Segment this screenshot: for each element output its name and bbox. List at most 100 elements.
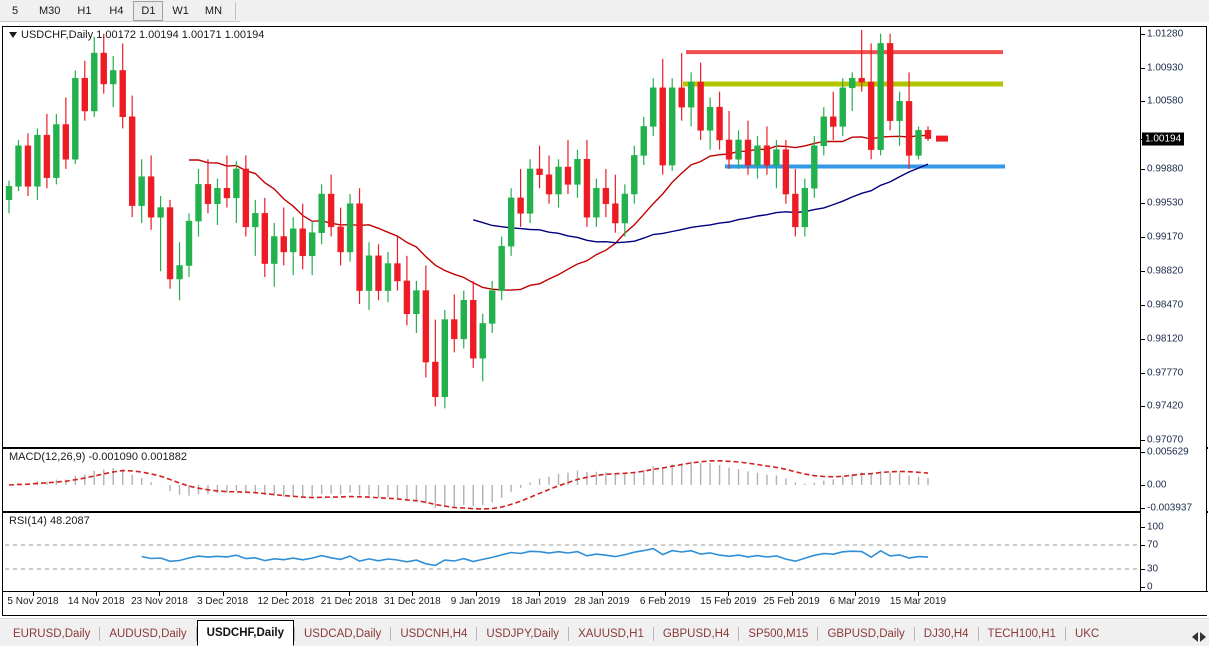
chart-header-text: USDCHF,Daily 1.00172 1.00194 1.00171 1.0… [21, 29, 265, 41]
date-axis-label: 6 Feb 2019 [639, 596, 691, 607]
price-scale-label: 0.98470 [1147, 299, 1184, 311]
price-scale-label: 1.00930 [1147, 62, 1184, 74]
chart-tab-eurusd-daily[interactable]: EURUSD,Daily [13, 628, 91, 640]
rsi-scale-label: 30 [1147, 563, 1159, 575]
scale-tick [1141, 452, 1145, 453]
price-scale-label: 0.97420 [1147, 400, 1184, 412]
rsi-scale-label: 70 [1147, 539, 1159, 551]
toolbar-divider [235, 1, 237, 20]
chart-tab-usdchf-daily[interactable]: USDCHF,Daily [196, 620, 294, 646]
scroll-right-icon[interactable] [1200, 632, 1206, 642]
scale-tick [1141, 508, 1145, 509]
rsi-line [141, 547, 929, 567]
candlestick-series [5, 29, 932, 409]
scale-tick [1141, 202, 1145, 204]
scale-tick [1141, 569, 1145, 570]
scale-tick [1141, 338, 1145, 340]
chart-tab-usdcnh-h4[interactable]: USDCNH,H4 [400, 628, 468, 640]
chevron-down-icon[interactable] [9, 32, 17, 39]
date-axis-label: 14 Nov 2018 [67, 596, 125, 607]
timeframe-button-d1[interactable]: D1 [133, 0, 164, 21]
scale-tick [1141, 587, 1145, 588]
chart-tab-xauusd-h1[interactable]: XAUUSD,H1 [578, 628, 644, 640]
chart-tab-tech100-h1[interactable]: TECH100,H1 [987, 628, 1056, 640]
chart-tab-usdjpy-daily[interactable]: USDJPY,Daily [486, 628, 560, 640]
date-tick [601, 592, 603, 596]
scale-tick [1141, 372, 1145, 374]
price-plot [5, 29, 1005, 409]
rsi-scale-label: 100 [1147, 521, 1164, 533]
timeframe-button-mn[interactable]: MN [204, 4, 223, 17]
date-tick [665, 592, 667, 596]
timeframe-button-w1[interactable]: W1 [172, 4, 189, 17]
price-scale-label: 1.00580 [1147, 95, 1184, 107]
pane-separator-1b [3, 448, 1208, 449]
rsi-plot [5, 544, 1139, 570]
chart-tab-sp500-m15[interactable]: SP500,M15 [748, 628, 809, 640]
price-scale-label: 0.97770 [1147, 367, 1184, 379]
date-axis-label: 25 Feb 2019 [763, 596, 820, 607]
date-axis[interactable]: 5 Nov 2018 14 Nov 2018 23 Nov 2018 3 Dec 20… [3, 591, 1208, 615]
date-axis-label: 5 Nov 2018 [7, 596, 59, 607]
macd-scale-label: 0.005629 [1147, 446, 1189, 458]
tab-separator [390, 627, 392, 641]
chart-tab-ukc[interactable]: UKC [1074, 628, 1100, 640]
date-axis-label: 18 Jan 2019 [511, 596, 567, 607]
price-pane[interactable]: USDCHF,Daily 1.00172 1.00194 1.00171 1.0… [3, 27, 1141, 447]
price-scale-label: 0.98120 [1147, 333, 1184, 345]
tab-scroll-controls[interactable] [1192, 632, 1206, 642]
price-scale[interactable]: 1.01280 1.00930 1.00580 0.99880 0.99530 0.991… [1140, 27, 1206, 615]
tab-separator [817, 627, 819, 641]
rsi-pane[interactable]: RSI(14) 48.2087 [3, 513, 1141, 591]
date-axis-label: 31 Dec 2018 [383, 596, 441, 607]
chart-tab-bar[interactable]: EURUSD,Daily AUDUSD,Daily USDCHF,Daily USDC… [0, 618, 1209, 646]
date-tick [854, 592, 856, 596]
scale-tick [1141, 305, 1145, 307]
date-axis-label: 6 Mar 2019 [829, 596, 881, 607]
tab-separator [568, 627, 570, 641]
scale-tick [1141, 527, 1145, 528]
tab-separator [738, 627, 740, 641]
timeframe-toolbar: 5 M30 H1 H4 D1 W1 MN [0, 0, 1209, 22]
scale-tick [1141, 101, 1145, 103]
date-axis-label: 23 Nov 2018 [131, 596, 188, 607]
date-axis-label: 3 Dec 2018 [197, 596, 249, 607]
scroll-left-icon[interactable] [1192, 632, 1198, 642]
pane-separator-2b [3, 512, 1208, 513]
macd-signal-line [8, 459, 929, 510]
chart-tab-usdcad-daily[interactable]: USDCAD,Daily [303, 628, 382, 640]
chart-tab-gbpusd-daily[interactable]: GBPUSD,Daily [827, 628, 905, 640]
timeframe-button-h1[interactable]: H1 [77, 4, 92, 17]
date-tick [159, 592, 161, 596]
macd-title: MACD(12,26,9) -0.001090 0.001882 [9, 451, 187, 463]
scale-tick [1141, 67, 1145, 69]
date-tick [412, 592, 414, 596]
scale-tick [1141, 168, 1145, 170]
rsi-scale-label: 0 [1147, 581, 1153, 593]
chart-tab-audusd-daily[interactable]: AUDUSD,Daily [109, 628, 187, 640]
price-scale-label: 0.99880 [1147, 163, 1184, 175]
scale-tick [1141, 33, 1145, 35]
date-tick [728, 592, 730, 596]
date-axis-label: 12 Dec 2018 [257, 596, 315, 607]
scale-tick [1141, 545, 1145, 546]
tab-separator [99, 627, 101, 641]
timeframe-button-h4[interactable]: H4 [109, 4, 124, 17]
chart-area[interactable]: USDCHF,Daily 1.00172 1.00194 1.00171 1.0… [2, 26, 1208, 616]
tab-separator [476, 627, 478, 641]
chart-tab-gbpusd-h4[interactable]: GBPUSD,H4 [662, 628, 730, 640]
timeframe-button-m30[interactable]: M30 [39, 4, 61, 17]
current-price-marker [936, 135, 948, 142]
date-axis-label: 28 Jan 2019 [574, 596, 630, 607]
date-tick [222, 592, 224, 596]
chart-tab-dj30-h4[interactable]: DJ30,H4 [923, 628, 969, 640]
moving-average-slow [473, 163, 929, 244]
date-tick [33, 592, 34, 596]
date-tick [349, 592, 351, 596]
macd-histogram [17, 461, 929, 508]
macd-pane[interactable]: MACD(12,26,9) -0.001090 0.001882 [3, 449, 1141, 511]
scale-tick [1141, 406, 1145, 408]
timeframe-button-5[interactable]: 5 [11, 4, 19, 17]
price-scale-label: 0.97070 [1147, 434, 1184, 446]
